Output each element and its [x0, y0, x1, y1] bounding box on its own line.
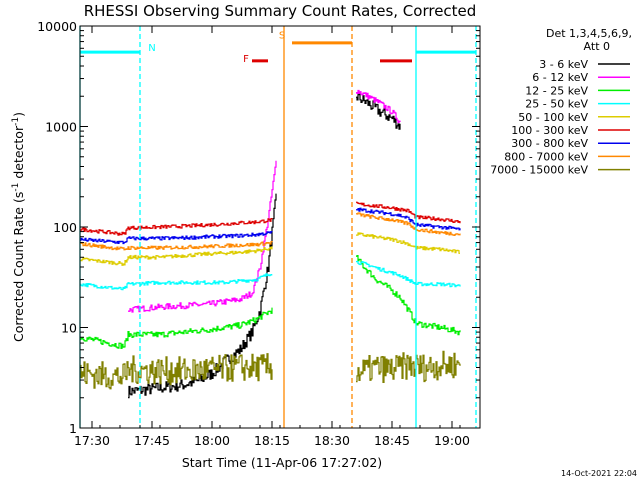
- series-line-6-12-kev-seg2: [356, 89, 401, 124]
- y-axis-label: Corrected Count Rate (s-1 detector-1): [11, 112, 26, 342]
- y-axis-label-part1: Corrected Count Rate (s: [11, 192, 26, 342]
- series-line-300-800-kev-seg1: [80, 231, 273, 245]
- series-line-3-6-kev-seg2: [356, 92, 401, 130]
- footer-date: 14-Oct-2021 22:04: [561, 469, 637, 478]
- y-axis-label-sup2: -1: [11, 117, 21, 126]
- x-axis: 17:30 17:45 18:00 18:15 18:30 18:45 19:00: [74, 26, 481, 448]
- series-line-6-12-kev-seg1: [128, 160, 277, 313]
- x-tick-label-5: 18:45: [374, 433, 410, 448]
- series-line-25-50-kev-seg2: [356, 260, 461, 288]
- data-layer: [80, 89, 461, 399]
- legend-label-50-100-kev: 50 - 100 keV: [518, 111, 588, 124]
- series-line-800-7000-kev-seg2: [356, 212, 461, 236]
- legend-label-300-800-kev: 300 - 800 keV: [511, 137, 588, 150]
- x-tick-label-4: 18:30: [314, 433, 350, 448]
- series-line-12-25-kev-seg1: [80, 307, 273, 349]
- y-axis-label-sup1: -1: [11, 183, 21, 192]
- marker-label-s: S: [279, 31, 285, 42]
- chart-title: RHESSI Observing Summary Count Rates, Co…: [84, 2, 477, 20]
- marker-label-n: N: [148, 43, 155, 54]
- x-tick-label-3: 18:15: [254, 433, 290, 448]
- series-line-12-25-kev-seg2: [356, 255, 461, 336]
- y-axis: 1 10 100 1000 10000: [37, 19, 480, 436]
- y-axis-label-part3: ): [11, 112, 26, 117]
- series-line-3-6-kev-seg1: [128, 193, 277, 399]
- legend-label-6-12-kev: 6 - 12 keV: [532, 71, 588, 84]
- legend-label-3-6-kev: 3 - 6 keV: [539, 58, 588, 71]
- y-tick-label-3: 1000: [45, 120, 77, 135]
- y-tick-label-1: 10: [61, 321, 77, 336]
- legend-label-25-50-kev: 25 - 50 keV: [525, 98, 588, 111]
- series-line-50-100-kev-seg2: [356, 232, 460, 254]
- x-tick-label-6: 19:00: [434, 433, 470, 448]
- series-line-800-7000-kev-seg1: [80, 241, 273, 251]
- series-line-100-300-kev-seg1: [80, 218, 273, 236]
- marker-label-f: F: [243, 54, 249, 65]
- x-tick-label-2: 18:00: [194, 433, 230, 448]
- legend-label-7000-15000-kev: 7000 - 15000 keV: [490, 164, 588, 177]
- y-tick-label-2: 100: [53, 220, 77, 235]
- x-axis-label: Start Time (11-Apr-06 17:27:02): [182, 455, 382, 470]
- x-tick-label-0: 17:30: [74, 433, 110, 448]
- y-tick-label-0: 1: [69, 421, 77, 436]
- legend-header-line1: Det 1,3,4,5,6,9,: [546, 27, 632, 40]
- x-tick-label-1: 17:45: [134, 433, 170, 448]
- legend-label-800-7000-kev: 800 - 7000 keV: [504, 150, 588, 163]
- series-line-100-300-kev-seg2: [356, 201, 461, 224]
- plot-area: N F S: [79, 25, 481, 429]
- legend-label-12-25-kev: 12 - 25 keV: [525, 84, 588, 97]
- legend-label-100-300-kev: 100 - 300 keV: [511, 124, 588, 137]
- y-axis-label-part2: detector: [11, 125, 26, 183]
- series-line-7000-15000-kev-seg2: [356, 350, 461, 383]
- y-tick-label-4: 10000: [37, 19, 77, 34]
- series-line-50-100-kev-seg1: [80, 246, 273, 266]
- series-line-300-800-kev-seg2: [356, 207, 461, 231]
- legend-header-line2: Att 0: [584, 40, 610, 53]
- series-line-25-50-kev-seg1: [80, 273, 273, 291]
- series-line-7000-15000-kev-seg1: [80, 353, 273, 390]
